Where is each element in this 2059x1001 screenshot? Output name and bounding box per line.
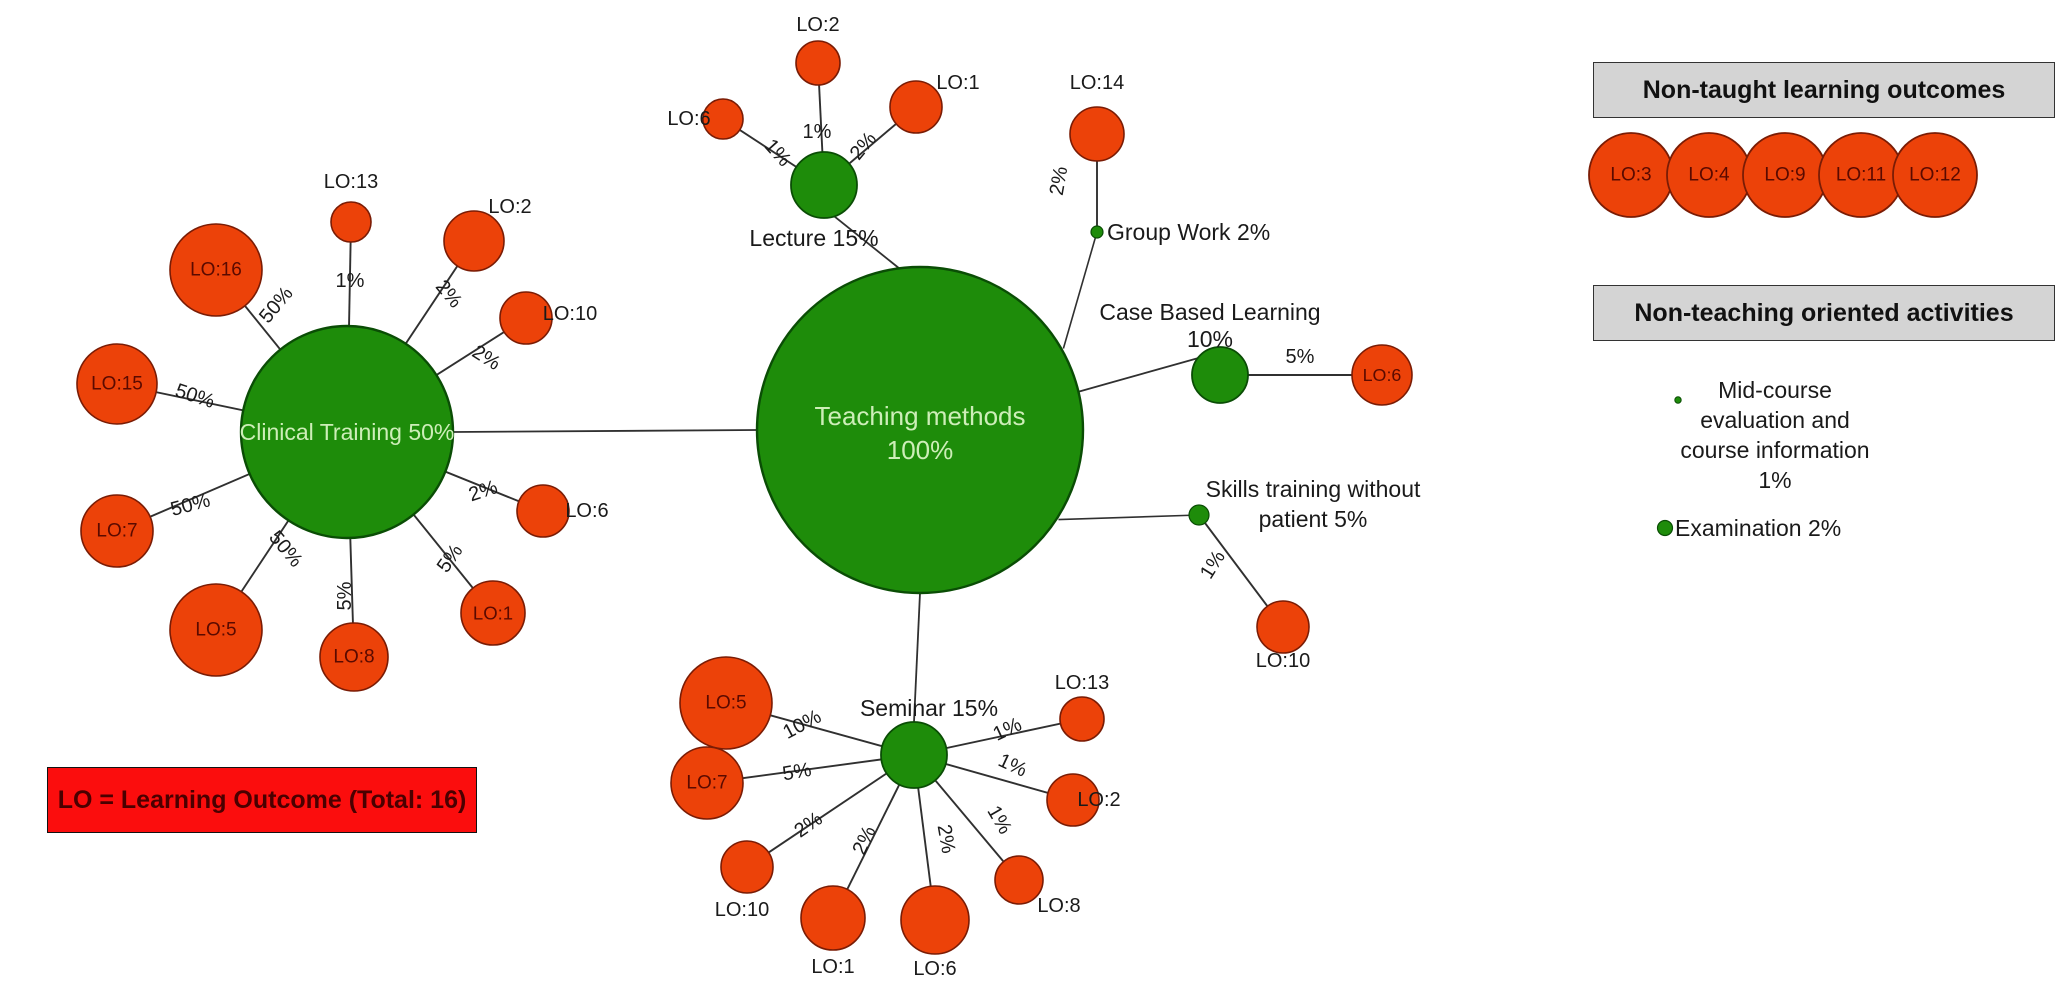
svg-text:2%: 2% [848, 823, 880, 859]
svg-text:course information: course information [1680, 437, 1869, 463]
svg-text:10%: 10% [779, 705, 825, 743]
svg-text:2%: 2% [790, 808, 826, 843]
svg-text:LO:14: LO:14 [1070, 72, 1124, 94]
svg-text:LO:9: LO:9 [1764, 165, 1805, 186]
svg-text:LO:11: LO:11 [1836, 165, 1886, 186]
svg-text:LO:16: LO:16 [190, 260, 242, 281]
svg-text:2%: 2% [466, 476, 500, 506]
svg-text:LO:13: LO:13 [1055, 672, 1109, 694]
svg-text:2%: 2% [846, 128, 882, 164]
svg-text:2%: 2% [468, 341, 504, 375]
svg-text:LO:5: LO:5 [195, 620, 236, 641]
svg-text:1%: 1% [982, 802, 1016, 838]
svg-text:LO:6: LO:6 [1363, 365, 1402, 385]
svg-text:evaluation and: evaluation and [1700, 407, 1850, 433]
svg-text:Lecture 15%: Lecture 15% [749, 225, 878, 251]
svg-text:LO:2: LO:2 [1077, 789, 1120, 811]
svg-text:Mid-course: Mid-course [1718, 377, 1832, 403]
svg-text:LO:8: LO:8 [333, 647, 374, 668]
svg-text:LO:6: LO:6 [565, 500, 608, 522]
svg-text:Clinical Training 50%: Clinical Training 50% [240, 419, 455, 445]
svg-text:1%: 1% [1758, 467, 1791, 493]
svg-text:patient 5%: patient 5% [1259, 506, 1368, 532]
svg-text:Examination 2%: Examination 2% [1675, 515, 1841, 541]
svg-text:10%: 10% [1187, 326, 1233, 352]
svg-text:LO:4: LO:4 [1688, 165, 1730, 186]
svg-text:LO:5: LO:5 [705, 693, 746, 714]
svg-text:LO:2: LO:2 [488, 196, 531, 218]
svg-text:LO:10: LO:10 [1256, 650, 1310, 672]
svg-text:Case Based Learning: Case Based Learning [1099, 299, 1320, 325]
svg-text:100%: 100% [887, 435, 954, 465]
svg-text:50%: 50% [172, 380, 217, 413]
svg-text:LO:10: LO:10 [543, 303, 597, 325]
svg-text:LO:15: LO:15 [91, 374, 143, 395]
svg-text:LO:1: LO:1 [811, 956, 854, 978]
svg-text:LO:12: LO:12 [1909, 165, 1961, 186]
svg-text:2%: 2% [431, 276, 467, 312]
svg-text:50%: 50% [255, 283, 298, 328]
svg-text:Teaching methods: Teaching methods [814, 401, 1025, 431]
svg-text:1%: 1% [995, 749, 1031, 781]
svg-text:Seminar 15%: Seminar 15% [860, 695, 998, 721]
svg-text:LO:10: LO:10 [715, 899, 769, 921]
svg-text:5%: 5% [781, 759, 814, 786]
svg-text:5%: 5% [334, 581, 356, 610]
svg-text:1%: 1% [1196, 547, 1230, 583]
svg-text:1%: 1% [803, 121, 832, 143]
svg-text:LO:6: LO:6 [667, 108, 710, 130]
svg-text:50%: 50% [168, 489, 213, 521]
svg-text:1%: 1% [760, 135, 796, 171]
svg-text:LO:7: LO:7 [686, 773, 727, 794]
svg-text:2%: 2% [933, 823, 960, 856]
svg-text:Group Work 2%: Group Work 2% [1107, 219, 1270, 245]
svg-text:LO:1: LO:1 [473, 603, 513, 624]
svg-text:LO:1: LO:1 [936, 72, 979, 94]
svg-text:50%: 50% [264, 527, 307, 572]
svg-text:LO:6: LO:6 [913, 958, 956, 980]
svg-text:LO:13: LO:13 [324, 171, 378, 193]
svg-text:5%: 5% [1286, 346, 1315, 368]
svg-text:1%: 1% [336, 270, 365, 292]
svg-text:LO:8: LO:8 [1037, 895, 1080, 917]
svg-text:LO:3: LO:3 [1610, 165, 1651, 186]
svg-text:Skills training without: Skills training without [1206, 476, 1421, 502]
svg-text:LO:2: LO:2 [796, 14, 839, 36]
svg-text:LO:7: LO:7 [96, 521, 137, 542]
svg-text:2%: 2% [1046, 165, 1073, 198]
